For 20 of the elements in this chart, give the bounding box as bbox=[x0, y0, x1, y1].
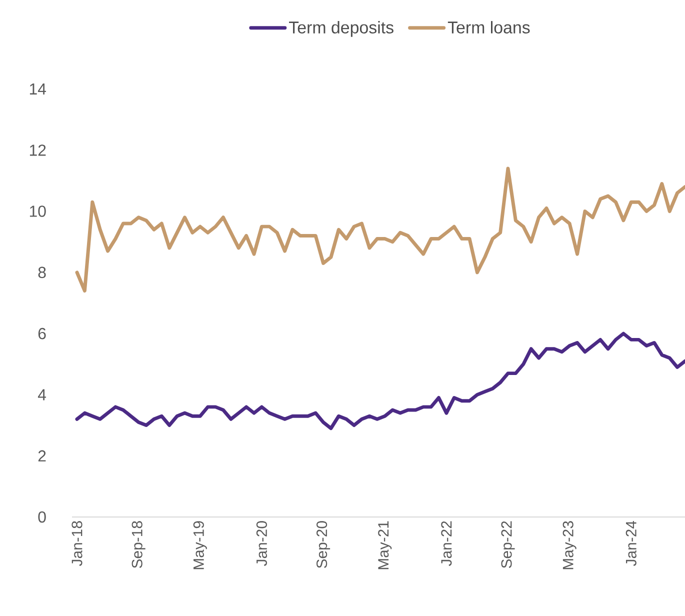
y-tick-label: 10 bbox=[30, 206, 46, 217]
x-tick-label: Jan-20 bbox=[256, 521, 267, 566]
y-tick-label: 6 bbox=[38, 328, 46, 340]
x-tick-label: Sep-22 bbox=[501, 521, 515, 568]
x-tick-label: Jan-18 bbox=[72, 521, 82, 566]
legend-label: Term deposits bbox=[289, 21, 394, 37]
y-tick-label: 2 bbox=[38, 450, 46, 462]
x-tick-label: Sep-20 bbox=[316, 521, 330, 568]
x-tick-label: May-21 bbox=[378, 521, 392, 570]
y-tick-label: 0 bbox=[38, 511, 46, 523]
y-tick-label: 14 bbox=[30, 84, 46, 94]
x-tick-label: May-19 bbox=[193, 521, 207, 570]
y-tick-label: 8 bbox=[38, 266, 46, 278]
y-tick-label: 12 bbox=[30, 144, 46, 156]
x-tick-label: Jan-22 bbox=[441, 521, 452, 566]
x-tick-label: Sep-18 bbox=[132, 521, 146, 568]
x-tick-label: May-23 bbox=[562, 521, 576, 570]
x-tick-label: Jan-24 bbox=[626, 520, 636, 566]
legend-label: Term loans bbox=[448, 21, 530, 34]
y-tick-label: 4 bbox=[38, 389, 46, 400]
